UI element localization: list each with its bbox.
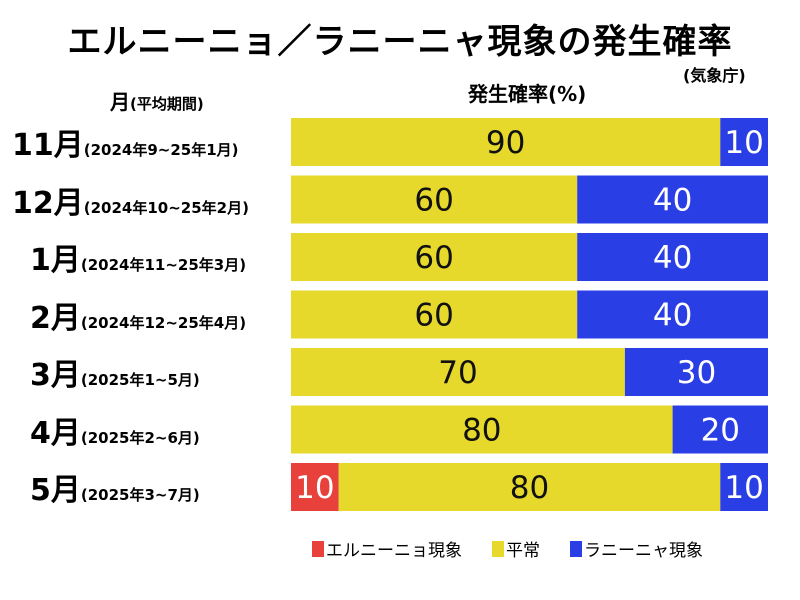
bar-segment	[672, 405, 768, 454]
row-period: (2024年10~25年2月)	[83, 198, 249, 217]
legend-swatch	[570, 540, 582, 557]
probability-column-header: 発生確率(%)	[468, 82, 587, 106]
bar-segment	[291, 175, 578, 224]
row-label: 5月(2025年3~7月)	[30, 465, 200, 509]
bar-segment	[577, 175, 768, 224]
legend-item: エルニーニョ現象	[312, 536, 462, 561]
bar-segment	[624, 348, 768, 396]
bar-value-label: 80	[510, 470, 549, 506]
bar-value-label: 60	[414, 240, 453, 276]
row-period: (2024年11~25年3月)	[80, 256, 247, 274]
bar-value-label: 40	[653, 240, 692, 276]
period-header-main: 月	[110, 90, 130, 114]
bar-value-label: 60	[414, 183, 453, 219]
row-period: (2024年12~25年4月)	[80, 313, 247, 332]
row-month: 3月	[30, 358, 81, 393]
row-month: 1月	[30, 243, 81, 278]
row-period: (2024年9~25年1月)	[83, 141, 239, 159]
bar-value-label: 80	[462, 413, 501, 449]
row-period: (2025年3~7月)	[80, 486, 200, 504]
bar-segment	[291, 463, 339, 511]
bar-segment	[291, 290, 578, 339]
legend-swatch	[312, 540, 324, 557]
legend-label: 平常	[506, 541, 540, 561]
legend-label: ラニーニャ現象	[584, 541, 703, 561]
bar-segment	[338, 463, 721, 511]
bar-segment	[577, 233, 768, 281]
legend-item: 平常	[492, 536, 540, 561]
row-month: 5月	[30, 473, 81, 508]
bar-segment	[720, 118, 768, 166]
legend-item: ラニーニャ現象	[570, 536, 703, 561]
row-label: 12月(2024年10~25年2月)	[12, 178, 249, 222]
legend: エルニーニョ現象 平常 ラニーニャ現象	[312, 536, 703, 561]
period-header-sub: (平均期間)	[130, 95, 204, 113]
row-month: 11月	[12, 128, 84, 163]
bar-value-label: 20	[701, 413, 740, 449]
bar-value-label: 10	[724, 125, 763, 161]
bar-value-label: 60	[414, 298, 453, 334]
bar-value-label: 70	[438, 355, 477, 391]
legend-swatch	[492, 540, 504, 557]
period-column-header: 月(平均期間)	[110, 86, 204, 115]
row-month: 2月	[30, 300, 81, 336]
row-period: (2025年2~6月)	[80, 428, 200, 447]
row-label: 2月(2024年12~25年4月)	[30, 293, 246, 337]
source-label: (気象庁)	[683, 66, 746, 85]
row-period: (2025年1~5月)	[80, 371, 200, 389]
bar-segment	[291, 118, 721, 166]
bar-segment	[291, 405, 673, 454]
bar-value-label: 40	[653, 298, 692, 334]
chart-title: エルニーニョ／ラニーニャ現象の発生確率	[67, 22, 733, 62]
row-month: 12月	[12, 185, 84, 221]
legend-label: エルニーニョ現象	[326, 541, 462, 561]
bar-segment	[291, 348, 625, 396]
bar-value-label: 40	[653, 183, 692, 219]
bar-segment	[577, 290, 768, 339]
bar-segment	[291, 233, 578, 281]
row-label: 11月(2024年9~25年1月)	[12, 120, 239, 164]
bar-segment	[720, 463, 768, 511]
row-month: 4月	[30, 415, 81, 451]
row-label: 3月(2025年1~5月)	[30, 350, 200, 394]
bar-value-label: 30	[677, 355, 716, 391]
bar-value-label: 10	[724, 470, 763, 506]
bar-value-label: 10	[295, 470, 334, 506]
row-label: 4月(2025年2~6月)	[30, 408, 200, 452]
bar-value-label: 90	[486, 125, 525, 161]
row-label: 1月(2024年11~25年3月)	[30, 235, 246, 279]
